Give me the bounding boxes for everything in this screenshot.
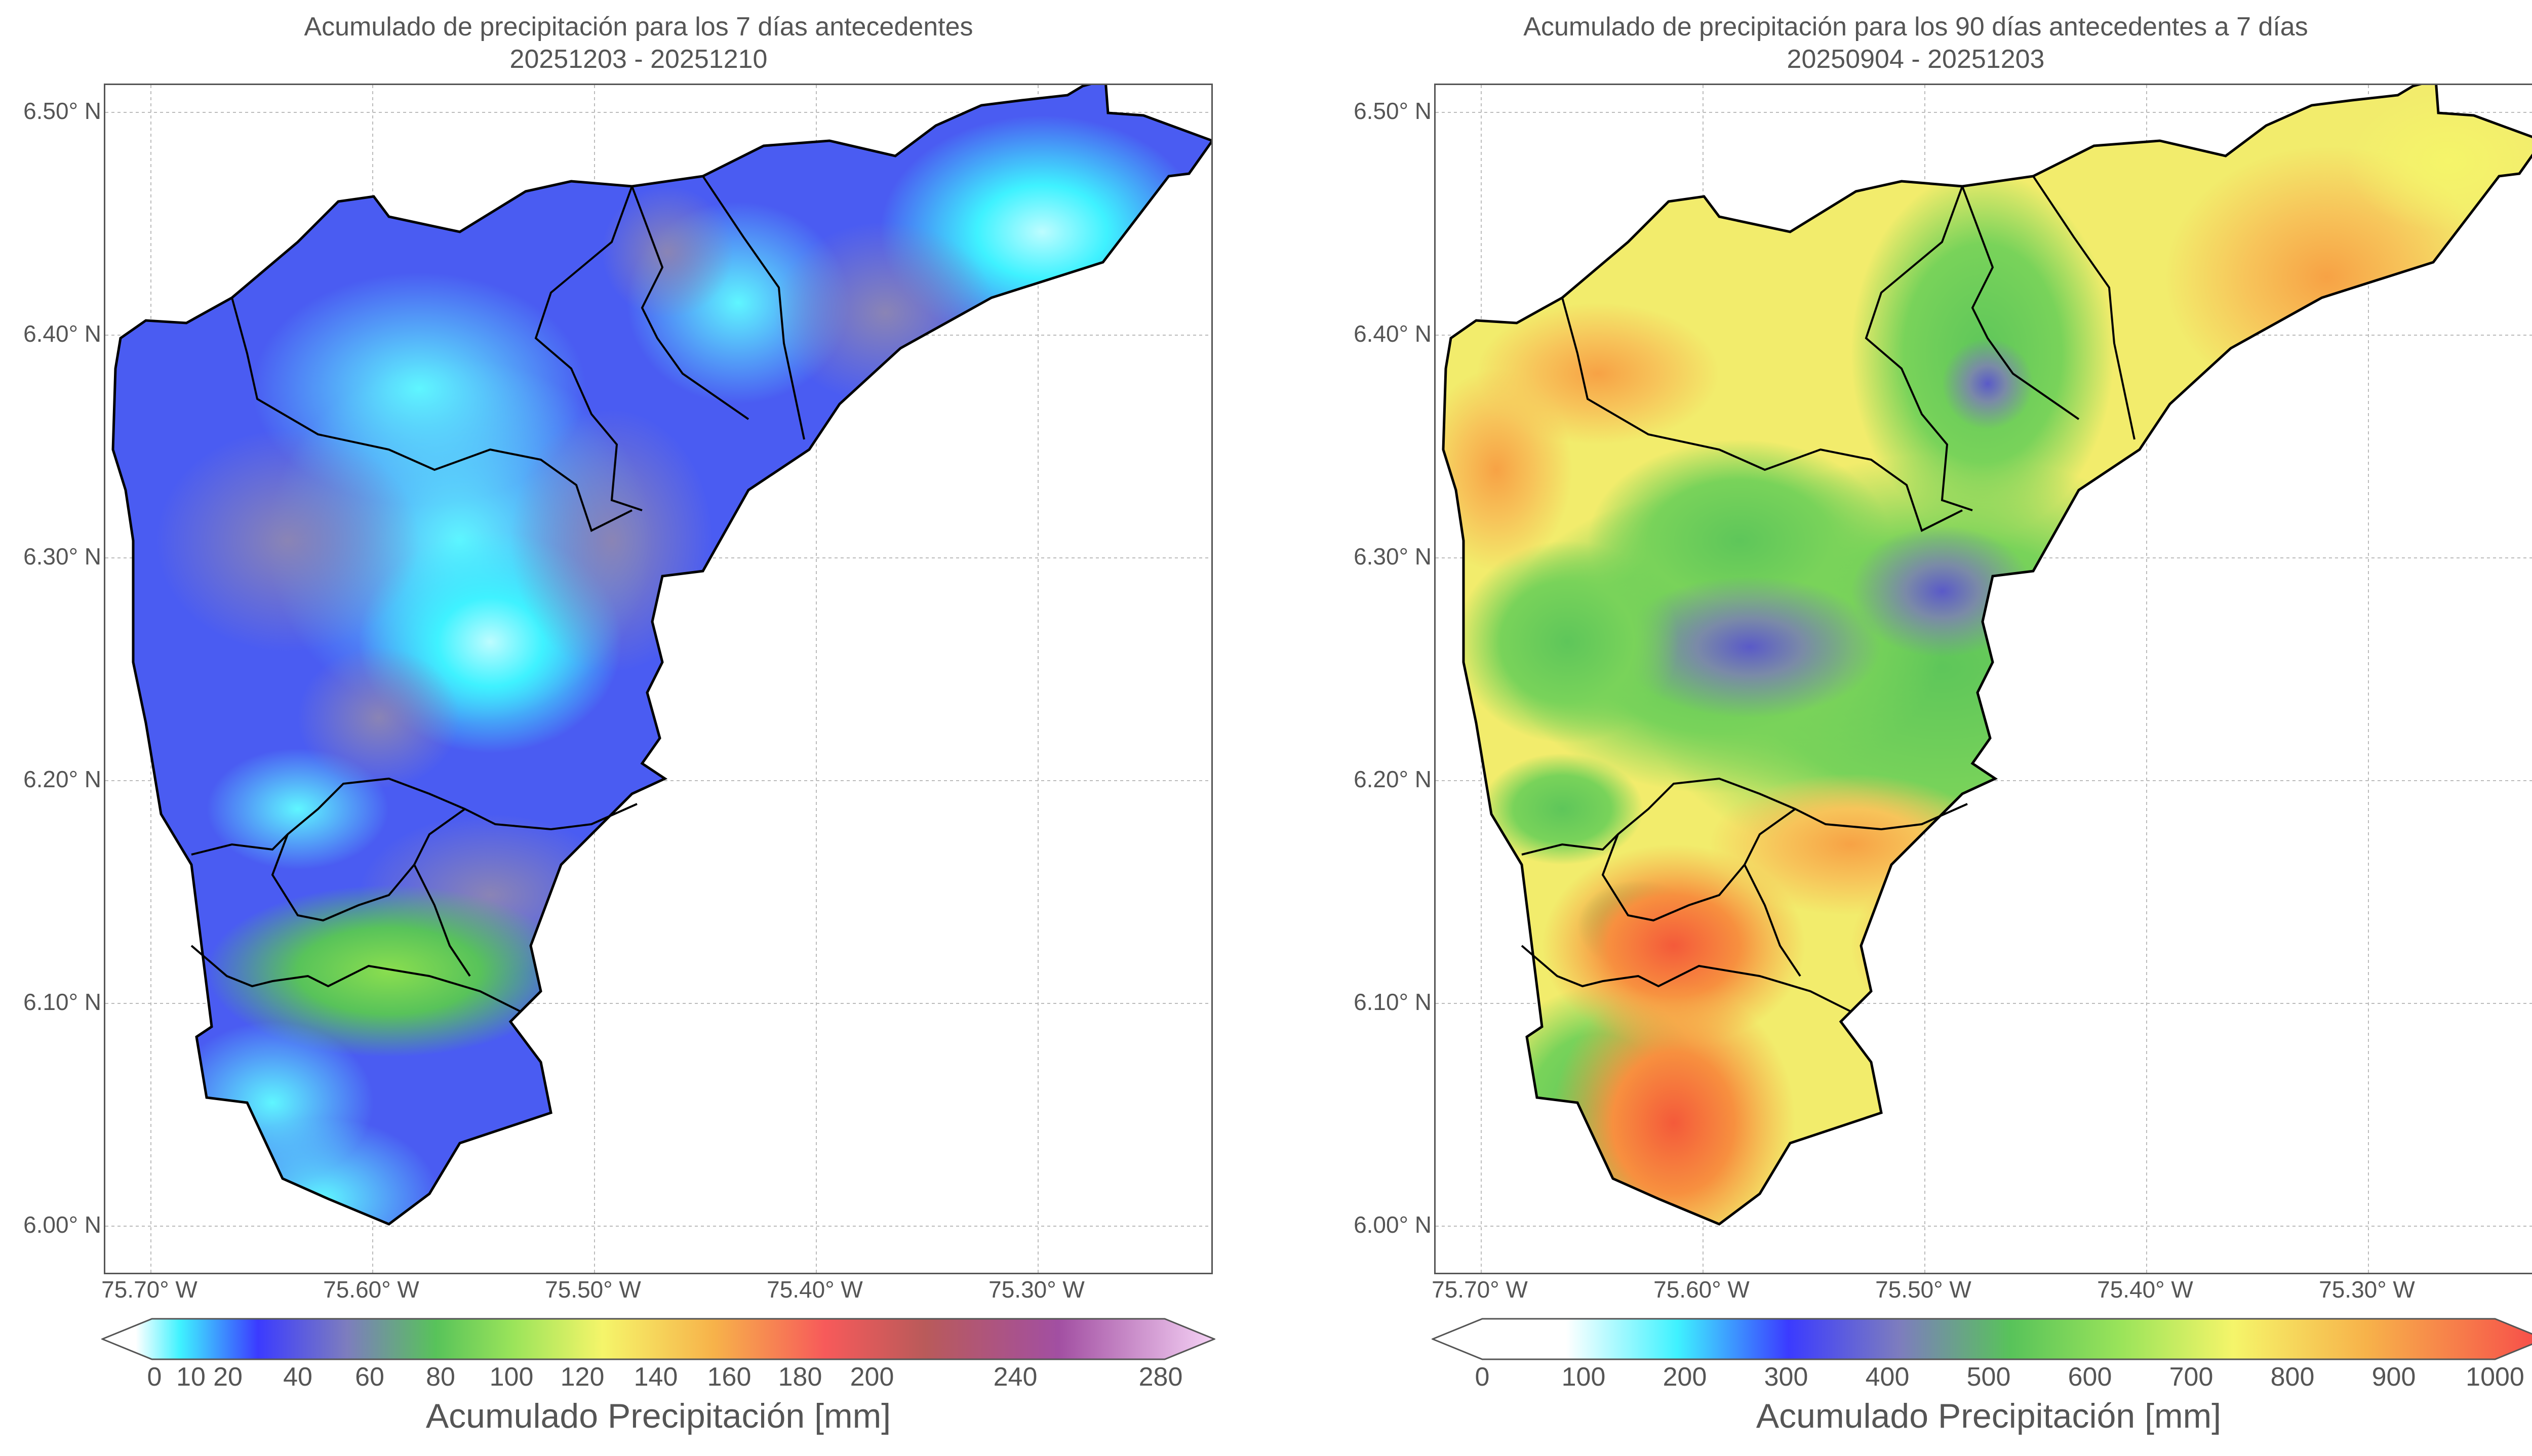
left-cb-tick: 40 [283, 1362, 312, 1392]
left-lat-label: 6.10° N [23, 989, 101, 1015]
right-lat-label: 6.50° N [1354, 98, 1432, 124]
right-lat-label: 6.20° N [1354, 766, 1432, 792]
left-cb-tick: 160 [707, 1362, 751, 1392]
right-cb-tick: 0 [1475, 1362, 1490, 1392]
left-panel: Acumulado de precipitación para los 7 dí… [23, 12, 1216, 1435]
right-colorbar [1431, 1316, 2532, 1362]
left-lon-label: 75.60° W [323, 1276, 419, 1303]
left-cb-tick: 0 [147, 1362, 162, 1392]
left-cb-tick: 140 [634, 1362, 678, 1392]
left-lon-label: 75.30° W [988, 1276, 1085, 1303]
right-cb-tick: 600 [2068, 1362, 2112, 1392]
right-cb-tick: 700 [2169, 1362, 2213, 1392]
left-cb-tick: 80 [426, 1362, 455, 1392]
right-title-line1: Acumulado de precipitación para los 90 d… [1523, 12, 2308, 42]
left-map[interactable] [104, 84, 1213, 1274]
right-cb-tick: 1000 [2466, 1362, 2524, 1392]
left-lat-label: 6.30° N [23, 543, 101, 570]
right-colorbar-label: Acumulado Precipitación [mm] [1756, 1397, 2222, 1435]
right-cb-tick: 900 [2371, 1362, 2416, 1392]
right-cb-tick: 100 [1561, 1362, 1606, 1392]
left-lat-label: 6.00° N [23, 1211, 101, 1238]
left-cb-tick: 200 [850, 1362, 894, 1392]
right-map[interactable] [1434, 84, 2532, 1274]
left-cb-tick: 20 [213, 1362, 243, 1392]
right-lon-label: 75.60° W [1653, 1276, 1750, 1303]
right-cb-tick: 400 [1865, 1362, 1910, 1392]
left-lat-label: 6.20° N [23, 766, 101, 792]
left-lon-label: 75.40° W [767, 1276, 863, 1303]
right-title-line2: 20250904 - 20251203 [1787, 45, 2045, 74]
left-lon-label: 75.70° W [101, 1276, 197, 1303]
right-cb-tick: 300 [1764, 1362, 1808, 1392]
left-cb-tick: 280 [1138, 1362, 1183, 1392]
left-lon-label: 75.50° W [545, 1276, 641, 1303]
left-cb-tick: 180 [778, 1362, 822, 1392]
left-cb-tick: 10 [176, 1362, 206, 1392]
right-cb-tick: 800 [2270, 1362, 2315, 1392]
left-cb-tick: 240 [993, 1362, 1038, 1392]
left-lat-label: 6.50° N [23, 98, 101, 124]
left-title-line1: Acumulado de precipitación para los 7 dí… [304, 12, 973, 42]
right-lon-label: 75.70° W [1432, 1276, 1528, 1303]
left-cb-tick: 60 [355, 1362, 384, 1392]
left-title-line2: 20251203 - 20251210 [509, 45, 768, 74]
right-lat-label: 6.00° N [1354, 1211, 1432, 1238]
right-cb-tick: 200 [1663, 1362, 1707, 1392]
right-lat-label: 6.10° N [1354, 989, 1432, 1015]
right-lat-label: 6.40° N [1354, 320, 1432, 347]
left-lat-label: 6.40° N [23, 320, 101, 347]
right-lon-label: 75.30° W [2319, 1276, 2415, 1303]
left-colorbar-label: Acumulado Precipitación [mm] [425, 1397, 891, 1435]
left-colorbar [100, 1316, 1216, 1362]
left-cb-tick: 120 [560, 1362, 605, 1392]
right-cb-tick: 500 [1966, 1362, 2011, 1392]
right-lon-label: 75.50° W [1875, 1276, 1971, 1303]
right-panel: Acumulado de precipitación para los 90 d… [1277, 0, 2532, 1456]
left-cb-tick: 100 [489, 1362, 534, 1392]
right-lat-label: 6.30° N [1354, 543, 1432, 570]
right-lon-label: 75.40° W [2097, 1276, 2193, 1303]
